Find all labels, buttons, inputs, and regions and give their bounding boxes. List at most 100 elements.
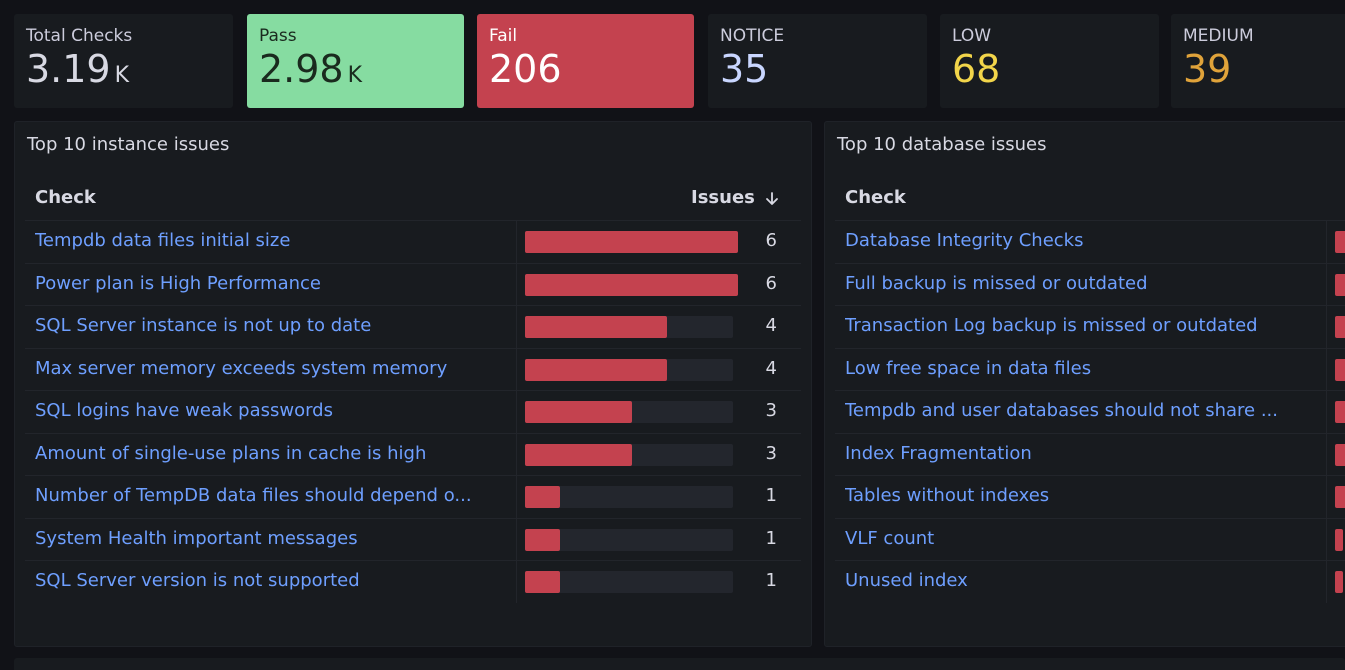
- instance-issues-panel: Top 10 instance issues Check Issues Temp…: [14, 121, 812, 647]
- issues-count: 3: [765, 400, 777, 421]
- column-divider: [516, 221, 517, 263]
- column-divider: [1326, 476, 1327, 518]
- stat-card-notice: NOTICE 35: [708, 14, 927, 108]
- table-row: Max server memory exceeds system memory 4: [25, 347, 801, 391]
- table-row: System Health important messages 1: [25, 517, 801, 561]
- issues-count: 1: [765, 527, 777, 549]
- issues-bar-fill: [525, 528, 560, 551]
- issues-bar-fill: [525, 316, 667, 338]
- issues-bar-fill: [525, 401, 632, 423]
- table-header: Check Issues: [25, 178, 801, 220]
- column-divider: [1326, 391, 1327, 433]
- check-link[interactable]: System Health important messages: [35, 527, 358, 549]
- stat-label: Fail: [489, 26, 518, 46]
- stat-number: 39: [1183, 47, 1232, 91]
- check-link[interactable]: Amount of single-use plans in cache is h…: [35, 442, 427, 464]
- check-link[interactable]: Max server memory exceeds system memory: [35, 357, 448, 379]
- issues-bar-track: [525, 571, 733, 593]
- table-row: SQL Server instance is not up to date 4: [25, 305, 801, 348]
- table-row: SQL logins have weak passwords 3: [25, 390, 801, 433]
- check-link[interactable]: Power plan is High Performance: [35, 272, 321, 294]
- column-divider: [516, 476, 517, 518]
- stat-number: 3.19: [26, 47, 111, 91]
- stat-label: Pass: [259, 26, 297, 46]
- column-header-check[interactable]: Check: [845, 187, 906, 208]
- table-row: SQL Server version is not supported 1: [25, 560, 801, 603]
- stat-value: 2.98 K: [259, 46, 464, 99]
- table-row: Unused index: [835, 560, 1345, 603]
- column-header-check[interactable]: Check: [35, 187, 96, 208]
- column-divider: [516, 348, 517, 391]
- table-row: Tables without indexes: [835, 475, 1345, 518]
- issues-bar-fill: [525, 231, 738, 253]
- issues-bar-fill: [525, 571, 560, 593]
- issues-count: 1: [765, 570, 777, 591]
- stat-value: 68: [952, 46, 1159, 92]
- check-link[interactable]: SQL Server instance is not up to date: [35, 315, 372, 336]
- issues-count: 4: [765, 357, 777, 379]
- check-link[interactable]: Number of TempDB data files should depen…: [35, 485, 472, 506]
- next-panel-edge: [14, 658, 1345, 670]
- stat-number: 35: [720, 47, 769, 91]
- stat-value: 39: [1183, 46, 1345, 92]
- stat-unit: K: [114, 63, 130, 88]
- stat-card-medium: MEDIUM 39: [1171, 14, 1345, 108]
- check-link[interactable]: Index Fragmentation: [845, 442, 1032, 464]
- issues-bar-fill: [1335, 528, 1343, 551]
- column-divider: [516, 518, 517, 561]
- stat-label: MEDIUM: [1183, 26, 1254, 46]
- issues-count: 3: [765, 442, 777, 464]
- stat-label: NOTICE: [720, 26, 785, 46]
- stat-number: 206: [489, 47, 562, 91]
- check-link[interactable]: Tables without indexes: [845, 485, 1050, 506]
- issues-bar-fill: [1335, 401, 1345, 423]
- column-divider: [516, 433, 517, 476]
- stat-value: 3.19 K: [26, 46, 233, 99]
- issues-bar-fill: [1335, 316, 1345, 338]
- table-row: Power plan is High Performance 6: [25, 262, 801, 306]
- issues-count: 6: [765, 272, 777, 294]
- check-link[interactable]: Low free space in data files: [845, 357, 1092, 379]
- table-header: Check: [835, 178, 1345, 220]
- check-link[interactable]: SQL Server version is not supported: [35, 570, 360, 591]
- column-divider: [1326, 561, 1327, 603]
- stat-value: 206: [489, 46, 694, 92]
- check-link[interactable]: VLF count: [845, 527, 935, 549]
- table-row: VLF count: [835, 517, 1345, 561]
- issues-bar-track: [525, 528, 733, 551]
- issues-bar-track: [525, 486, 733, 508]
- check-link[interactable]: Tempdb and user databases should not sha…: [845, 400, 1279, 421]
- column-divider: [516, 306, 517, 348]
- check-link[interactable]: Unused index: [845, 570, 968, 591]
- table-row: Amount of single-use plans in cache is h…: [25, 432, 801, 476]
- check-link[interactable]: Database Integrity Checks: [845, 230, 1084, 251]
- check-link[interactable]: Tempdb data files initial size: [35, 230, 291, 251]
- column-divider: [516, 391, 517, 433]
- issues-bar-fill: [1335, 443, 1345, 466]
- column-divider: [1326, 433, 1327, 476]
- check-link[interactable]: Full backup is missed or outdated: [845, 272, 1148, 294]
- stat-number: 2.98: [259, 47, 344, 91]
- arrow-down-icon: [766, 192, 778, 205]
- issues-bar-fill: [1335, 486, 1345, 508]
- table-row: Transaction Log backup is missed or outd…: [835, 305, 1345, 348]
- database-issues-panel: Top 10 database issues Check Database In…: [824, 121, 1345, 647]
- check-link[interactable]: SQL logins have weak passwords: [35, 400, 333, 421]
- stat-number: 68: [952, 47, 1001, 91]
- panel-title: Top 10 instance issues: [27, 134, 230, 155]
- issues-bar-fill: [1335, 571, 1343, 593]
- table-row: Tempdb and user databases should not sha…: [835, 390, 1345, 433]
- column-header-issues[interactable]: Issues: [691, 187, 755, 208]
- issues-count: 1: [765, 485, 777, 506]
- table-row: Tempdb data files initial size 6: [25, 220, 801, 263]
- stat-card-pass: Pass 2.98 K: [247, 14, 464, 108]
- issues-bar-fill: [525, 273, 738, 296]
- issues-count: 4: [765, 315, 777, 336]
- check-link[interactable]: Transaction Log backup is missed or outd…: [845, 315, 1258, 336]
- table-row: Index Fragmentation: [835, 432, 1345, 476]
- column-divider: [516, 561, 517, 603]
- table-row: Number of TempDB data files should depen…: [25, 475, 801, 518]
- stat-value: 35: [720, 46, 927, 92]
- panel-title: Top 10 database issues: [837, 134, 1047, 155]
- column-divider: [1326, 221, 1327, 263]
